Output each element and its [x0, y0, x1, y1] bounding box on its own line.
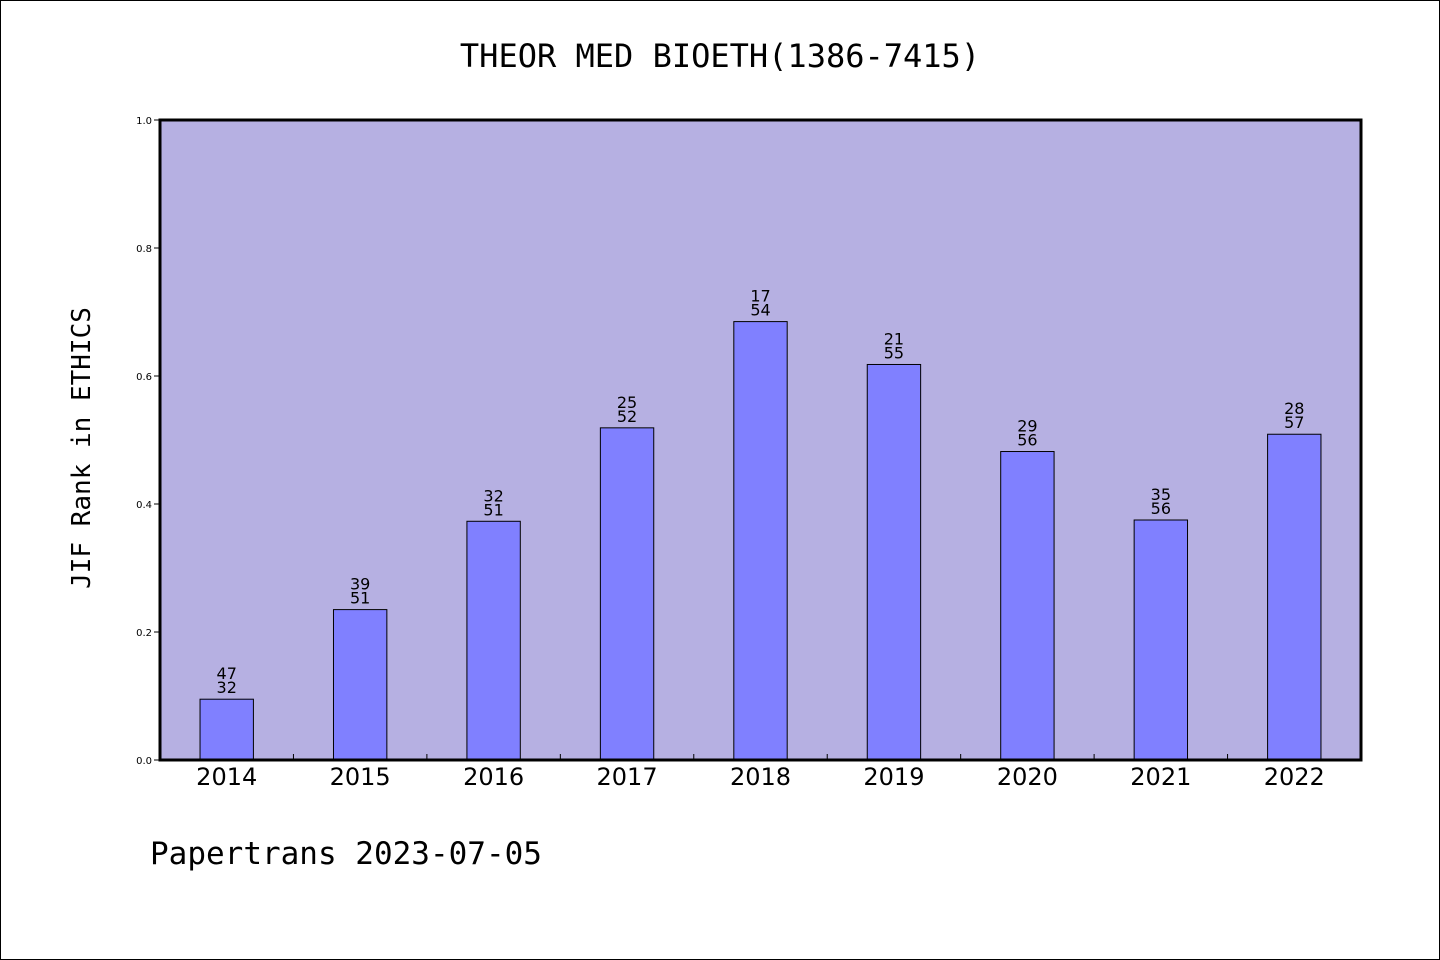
- bars: [199, 321, 1322, 761]
- x-tick-label-2021: 2021: [1130, 763, 1191, 791]
- y-tick-label: 0.8: [136, 244, 152, 255]
- y-tick-label: 1.0: [136, 116, 152, 127]
- bar-label-top-2019: 21: [884, 329, 904, 348]
- bar-2021: [1133, 519, 1189, 761]
- bar-label-top-2018: 17: [750, 287, 770, 306]
- x-tick-label-2014: 2014: [196, 763, 257, 791]
- y-axis-label: JIF Rank in ETHICS: [67, 307, 97, 589]
- x-axis-labels: 2014 2015 2016 2017 2018 2019 2020 2021 2022: [196, 763, 1325, 791]
- bar-2014: [199, 698, 254, 761]
- y-tick-label: 0.2: [136, 628, 152, 639]
- bar-label-bottom-2015: 51: [350, 589, 370, 608]
- x-tick-label-2022: 2022: [1264, 763, 1325, 791]
- x-tick-label-2017: 2017: [597, 763, 658, 791]
- bar-label-top-2015: 39: [350, 575, 370, 594]
- plot-border: [158, 118, 1363, 762]
- bar-label-bottom-2014: 32: [217, 678, 237, 697]
- x-tick-label-2015: 2015: [330, 763, 391, 791]
- bar-2019: [866, 363, 922, 761]
- bar-2020: [1000, 451, 1055, 761]
- bar-2017: [599, 427, 655, 761]
- y-tick-label: 0.0: [136, 756, 152, 767]
- bar-label-bottom-2021: 56: [1151, 499, 1171, 518]
- bar-label-bottom-2018: 54: [750, 301, 770, 320]
- y-axis-ticks: 0.0 0.2 0.4 0.6 0.8 1.0: [136, 116, 160, 767]
- bar-2016: [466, 520, 521, 761]
- x-tick-label-2016: 2016: [463, 763, 524, 791]
- x-tick-label-2019: 2019: [863, 763, 924, 791]
- bar-2015: [332, 609, 388, 761]
- bar-2022: [1267, 433, 1322, 761]
- y-tick-label: 0.6: [136, 372, 152, 383]
- bar-label-bottom-2020: 56: [1017, 431, 1037, 450]
- footer-text: Papertrans 2023-07-05: [150, 836, 542, 872]
- bar-label-bottom-2017: 52: [617, 407, 637, 426]
- bar-label-bottom-2022: 57: [1284, 413, 1304, 432]
- x-tick-label-2018: 2018: [730, 763, 791, 791]
- bar-2018: [733, 321, 788, 761]
- y-tick-label: 0.4: [136, 500, 152, 511]
- bar-label-top-2020: 29: [1017, 417, 1037, 436]
- x-tick-label-2020: 2020: [997, 763, 1058, 791]
- bar-label-top-2014: 47: [217, 664, 237, 683]
- bar-label-top-2021: 35: [1151, 485, 1171, 504]
- bar-label-bottom-2019: 55: [884, 343, 904, 362]
- bar-label-top-2017: 25: [617, 393, 637, 412]
- chart-title: THEOR MED BIOETH(1386-7415): [460, 37, 980, 75]
- bar-label-bottom-2016: 51: [483, 500, 503, 519]
- bar-label-top-2016: 32: [483, 486, 503, 505]
- bar-label-top-2022: 28: [1284, 399, 1304, 418]
